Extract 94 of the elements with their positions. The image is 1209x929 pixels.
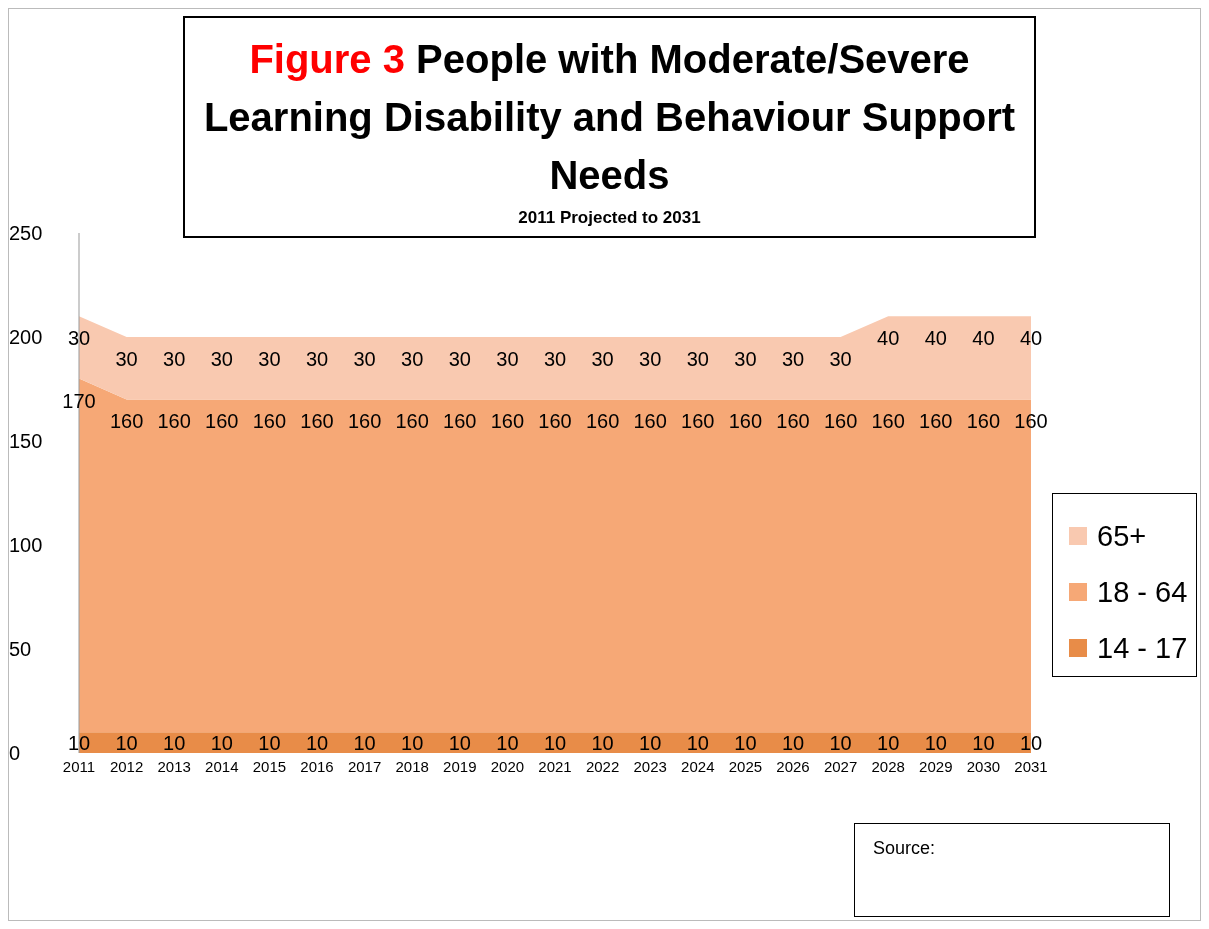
data-label: 40 — [924, 327, 947, 350]
data-label: 30 — [496, 348, 519, 370]
data-label: 10 — [543, 731, 567, 754]
data-label: 10 — [734, 731, 757, 754]
data-label: 40 — [1019, 327, 1043, 350]
x-tick-label: 2011 — [62, 757, 96, 775]
x-tick-label: 2027 — [823, 757, 858, 775]
data-label: 160 — [395, 410, 429, 433]
data-label: 160 — [252, 410, 287, 433]
x-tick-label: 2025 — [728, 757, 763, 775]
y-tick-label: 50 — [9, 638, 32, 661]
data-label: 10 — [210, 731, 233, 754]
data-label: 40 — [877, 327, 900, 350]
data-label: 30 — [353, 348, 376, 370]
x-tick-label: 2015 — [252, 757, 287, 775]
x-tick-label: 2018 — [395, 757, 429, 775]
data-label: 10 — [924, 731, 947, 754]
data-label: 30 — [734, 348, 757, 370]
data-label: 160 — [538, 410, 572, 433]
source-note: Source: — [873, 838, 937, 859]
data-label: 30 — [829, 348, 852, 370]
data-label: 10 — [591, 731, 614, 754]
x-tick-label: 2029 — [919, 757, 953, 775]
legend-label: 65+ — [1097, 519, 1147, 553]
data-label: 10 — [305, 731, 329, 754]
data-label: 30 — [305, 348, 329, 370]
y-tick-label: 250 — [9, 222, 43, 245]
legend-label: 14 - 17 — [1097, 631, 1188, 665]
x-tick-label: 2012 — [109, 757, 144, 775]
data-label: 160 — [1014, 410, 1048, 433]
data-label: 170 — [62, 389, 96, 412]
chart-subtitle: 2011 Projected to 2031 — [517, 208, 702, 228]
data-label: 30 — [258, 348, 281, 370]
chart-title: Figure 3 People with Moderate/Severe Learning Disability and Behaviour Support Needs — [202, 36, 1017, 199]
data-label: 160 — [633, 410, 667, 433]
data-label: 30 — [448, 348, 471, 370]
data-label: 10 — [448, 731, 471, 754]
data-label: 10 — [686, 731, 709, 754]
data-label: 10 — [877, 731, 900, 754]
data-label: 30 — [210, 348, 233, 370]
data-label: 30 — [639, 348, 662, 370]
data-label: 10 — [401, 731, 424, 754]
data-label: 160 — [300, 410, 334, 433]
y-tick-label: 150 — [9, 430, 43, 453]
data-label: 160 — [966, 410, 1001, 433]
data-label: 40 — [972, 327, 995, 350]
data-label: 30 — [115, 348, 138, 370]
x-tick-label: 2031 — [1014, 757, 1048, 775]
data-label: 30 — [591, 348, 614, 370]
x-tick-label: 2017 — [347, 757, 382, 775]
data-label: 30 — [686, 348, 709, 370]
data-label: 160 — [157, 410, 191, 433]
data-label: 160 — [490, 410, 525, 433]
data-label: 10 — [829, 731, 852, 754]
x-tick-label: 2013 — [157, 757, 191, 775]
data-label: 10 — [163, 731, 186, 754]
y-tick-label: 0 — [9, 742, 21, 765]
data-label: 160 — [871, 410, 905, 433]
data-label: 10 — [639, 731, 662, 754]
x-tick-label: 2022 — [585, 757, 620, 775]
data-label: 10 — [258, 731, 281, 754]
x-tick-label: 2023 — [633, 757, 667, 775]
data-label: 30 — [543, 348, 567, 370]
x-tick-label: 2024 — [681, 757, 715, 775]
data-label: 30 — [401, 348, 424, 370]
data-label: 10 — [115, 731, 138, 754]
x-tick-label: 2014 — [205, 757, 239, 775]
x-tick-label: 2021 — [538, 757, 572, 775]
data-label: 160 — [109, 410, 144, 433]
data-label: 30 — [163, 348, 186, 370]
data-label: 30 — [67, 327, 91, 350]
data-label: 160 — [919, 410, 953, 433]
x-tick-label: 2026 — [776, 757, 810, 775]
legend-label: 18 - 64 — [1097, 575, 1188, 609]
x-tick-label: 2028 — [871, 757, 905, 775]
data-label: 160 — [205, 410, 239, 433]
data-label: 160 — [585, 410, 620, 433]
data-label: 160 — [728, 410, 763, 433]
x-tick-label: 2020 — [490, 757, 525, 775]
data-label: 10 — [781, 731, 805, 754]
x-tick-label: 2016 — [300, 757, 334, 775]
data-label: 10 — [496, 731, 519, 754]
data-label: 10 — [353, 731, 376, 754]
data-label: 10 — [972, 731, 995, 754]
data-label: 30 — [781, 348, 805, 370]
x-tick-label: 2030 — [966, 757, 1001, 775]
data-label: 160 — [823, 410, 858, 433]
y-tick-label: 200 — [9, 326, 43, 349]
data-label: 160 — [681, 410, 715, 433]
data-label: 160 — [443, 410, 477, 433]
data-label: 160 — [347, 410, 382, 433]
data-label: 160 — [776, 410, 810, 433]
x-tick-label: 2019 — [443, 757, 477, 775]
y-tick-label: 100 — [9, 534, 43, 557]
